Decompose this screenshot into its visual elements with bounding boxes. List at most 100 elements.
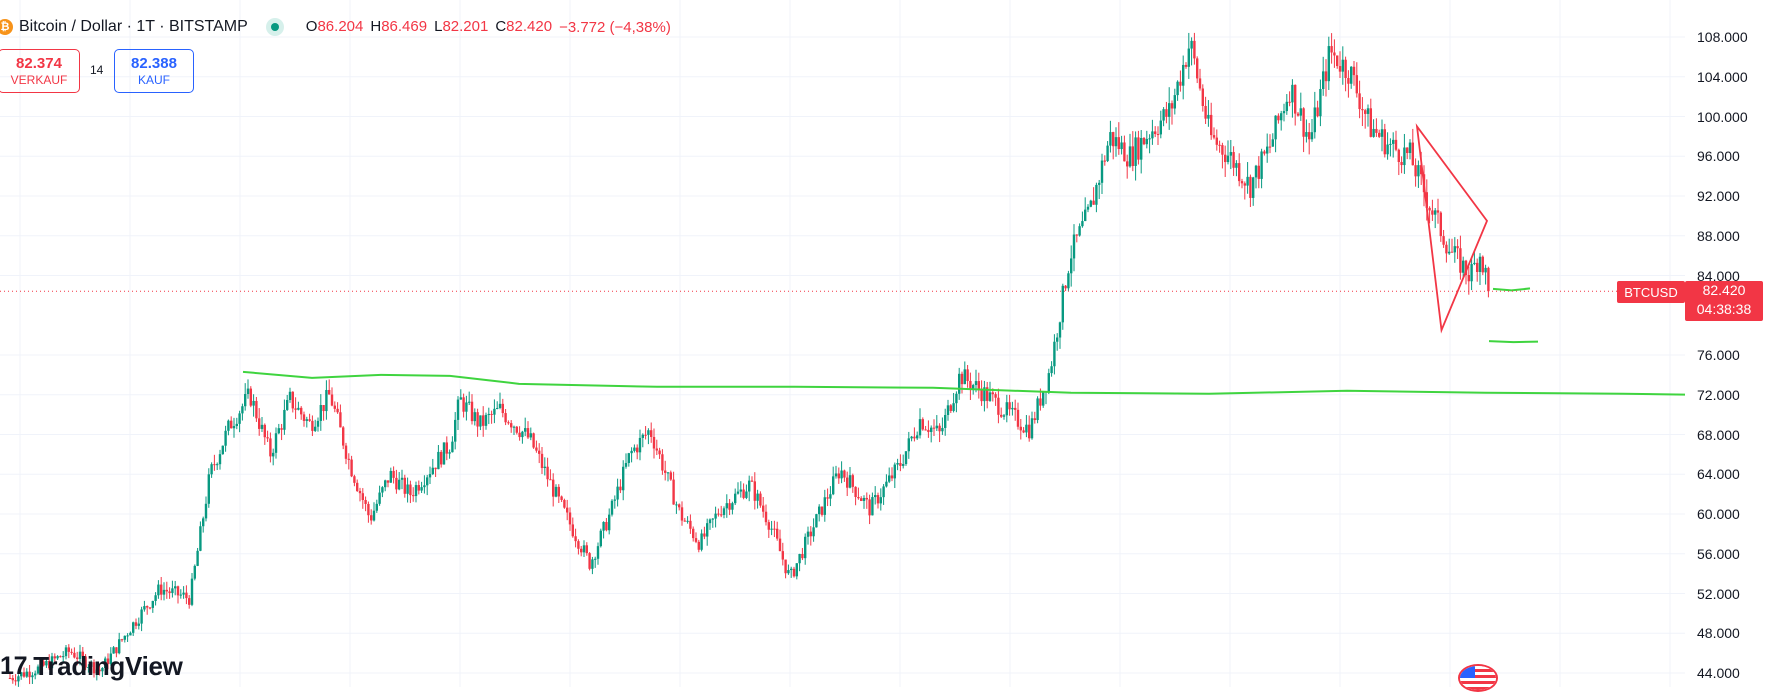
- candle: [921, 417, 924, 431]
- drawing-stub-upper[interactable]: [1492, 287, 1531, 292]
- candle: [1190, 37, 1193, 66]
- drawings[interactable]: [242, 123, 1762, 396]
- candle: [753, 472, 756, 510]
- candle: [1336, 55, 1339, 69]
- candle: [106, 653, 110, 670]
- candle: [1215, 129, 1218, 151]
- candle: [1308, 122, 1311, 155]
- candle: [1439, 211, 1442, 242]
- us-flag-icon[interactable]: [1458, 664, 1498, 692]
- sell-button[interactable]: 82.374 VERKAUF: [0, 49, 80, 93]
- candle: [76, 651, 79, 666]
- candle: [1333, 39, 1336, 68]
- candle: [140, 606, 143, 632]
- candle: [944, 408, 947, 436]
- candle: [641, 433, 644, 448]
- candle: [1221, 142, 1224, 169]
- candle: [1033, 411, 1036, 424]
- candle: [1238, 153, 1241, 187]
- price-tick-label: 72.000: [1697, 386, 1740, 403]
- candle: [112, 646, 115, 654]
- candle: [1070, 245, 1073, 287]
- candle: [81, 646, 84, 661]
- candle: [1002, 413, 1006, 420]
- candle: [1338, 51, 1342, 78]
- candle: [535, 440, 538, 453]
- candle: [370, 509, 373, 525]
- candle: [1280, 110, 1283, 131]
- candle: [1028, 415, 1031, 442]
- ohlc-values: O86.204 H86.469 L82.201 C82.420: [306, 18, 559, 36]
- candle: [1112, 131, 1115, 160]
- tradingview-logo[interactable]: 17 TradingView: [0, 651, 183, 682]
- candle: [882, 484, 885, 505]
- ohlc-l: L82.201: [434, 18, 489, 35]
- candle: [1201, 84, 1204, 112]
- candle: [1064, 285, 1067, 291]
- support-trend-line[interactable]: [242, 370, 1762, 396]
- candle-countdown: 04:38:38: [1696, 301, 1752, 317]
- symbol-legend[interactable]: ₿ Bitcoin / Dollar · 1T · BITSTAMP O86.2…: [0, 14, 671, 40]
- candle: [762, 497, 765, 518]
- candle: [1327, 36, 1330, 90]
- current-price-label: 82.420 04:38:38: [1685, 281, 1763, 321]
- candle: [809, 526, 812, 546]
- candle: [1145, 130, 1148, 149]
- candle: [1364, 108, 1367, 129]
- candle: [591, 556, 594, 575]
- market-status-icon[interactable]: [265, 18, 284, 36]
- candle: [706, 518, 709, 546]
- candle: [1411, 128, 1414, 166]
- buy-button[interactable]: 82.388 KAUF: [114, 49, 194, 93]
- candle: [1089, 199, 1092, 208]
- candle: [1263, 149, 1266, 156]
- candle: [84, 654, 87, 671]
- candle: [1299, 92, 1302, 121]
- candle: [1151, 119, 1154, 145]
- candle: [1204, 96, 1207, 125]
- symbol-title[interactable]: Bitcoin / Dollar · 1T · BITSTAMP: [19, 18, 248, 35]
- candle: [1271, 133, 1274, 147]
- drawing-stub-lower[interactable]: [1488, 340, 1539, 344]
- candle: [28, 664, 31, 685]
- candle: [325, 380, 328, 420]
- candle: [115, 647, 118, 658]
- candle: [328, 379, 331, 395]
- logo-text: TradingView: [33, 651, 183, 681]
- candle: [764, 504, 768, 526]
- candle: [1372, 119, 1375, 138]
- candle: [577, 539, 580, 555]
- candle: [756, 489, 759, 509]
- candle: [403, 474, 406, 498]
- candle: [546, 457, 549, 487]
- price-change: −3.772 (−4,38%): [559, 18, 671, 36]
- buy-price: 82.388: [131, 54, 177, 72]
- candle: [238, 410, 241, 433]
- candle: [1187, 32, 1190, 79]
- candle: [854, 486, 857, 506]
- candle: [792, 566, 796, 578]
- price-axis[interactable]: 108.000 104.000 100.000 96.000 92.000 88.000 8…: [1685, 0, 1770, 687]
- candle: [249, 386, 252, 408]
- candle: [946, 399, 950, 421]
- candle: [930, 425, 933, 443]
- candle: [1170, 100, 1174, 125]
- candle: [1249, 174, 1252, 207]
- candle: [935, 415, 938, 432]
- candle: [118, 632, 121, 655]
- sell-label: VERKAUF: [10, 72, 68, 87]
- candle: [218, 449, 222, 470]
- triangle-pattern-drawing[interactable]: [1415, 123, 1489, 334]
- candle: [868, 494, 871, 525]
- candle: [521, 430, 524, 444]
- candle: [703, 526, 706, 540]
- candle: [311, 415, 314, 437]
- candle: [686, 516, 689, 524]
- price-tick-label: 88.000: [1697, 227, 1740, 244]
- candle: [73, 647, 76, 659]
- candle: [846, 471, 849, 497]
- candle: [1224, 145, 1227, 177]
- candle: [358, 487, 362, 502]
